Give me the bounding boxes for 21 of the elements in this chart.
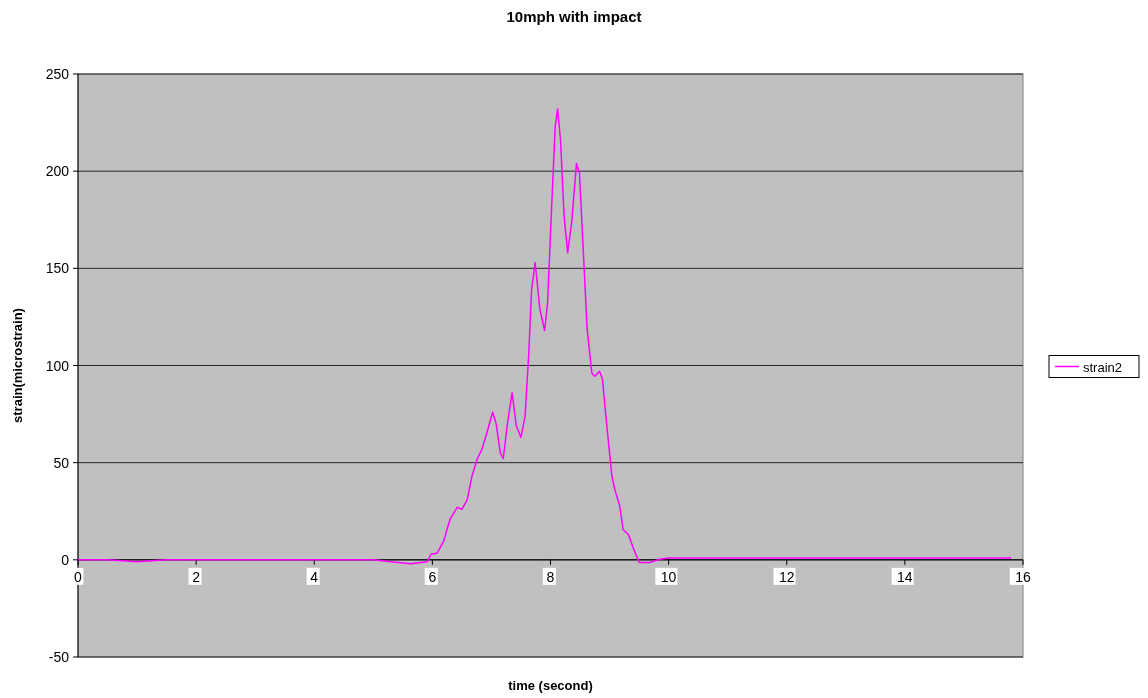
x-axis-title: time (second) (508, 678, 593, 693)
line-series (77, 108, 1012, 565)
y-tick-label: -50 (48, 649, 70, 665)
y-axis-title: strain(microstrain) (10, 308, 25, 423)
x-tick-label: 0 (74, 568, 83, 585)
x-tick-label: 4 (310, 568, 319, 585)
x-tick-label: 10 (660, 568, 677, 585)
x-tick-label: 12 (778, 568, 795, 585)
x-tick-label: 2 (192, 568, 201, 585)
x-tick-label: 14 (897, 568, 913, 585)
y-tick-label: 0 (61, 551, 70, 568)
x-tick-label: 6 (428, 568, 437, 585)
x-tick-label: 16 (1015, 568, 1031, 585)
x-tick-label: 8 (546, 568, 555, 585)
legend-label: strain2 (1083, 359, 1123, 375)
y-tick-label: 150 (45, 260, 70, 277)
y-tick-label: 200 (45, 163, 70, 180)
y-tick-label: 250 (45, 66, 70, 82)
chart-title: 10mph with impact (506, 8, 642, 25)
y-tick-label: 50 (53, 454, 70, 471)
y-tick-label: 100 (45, 357, 70, 374)
